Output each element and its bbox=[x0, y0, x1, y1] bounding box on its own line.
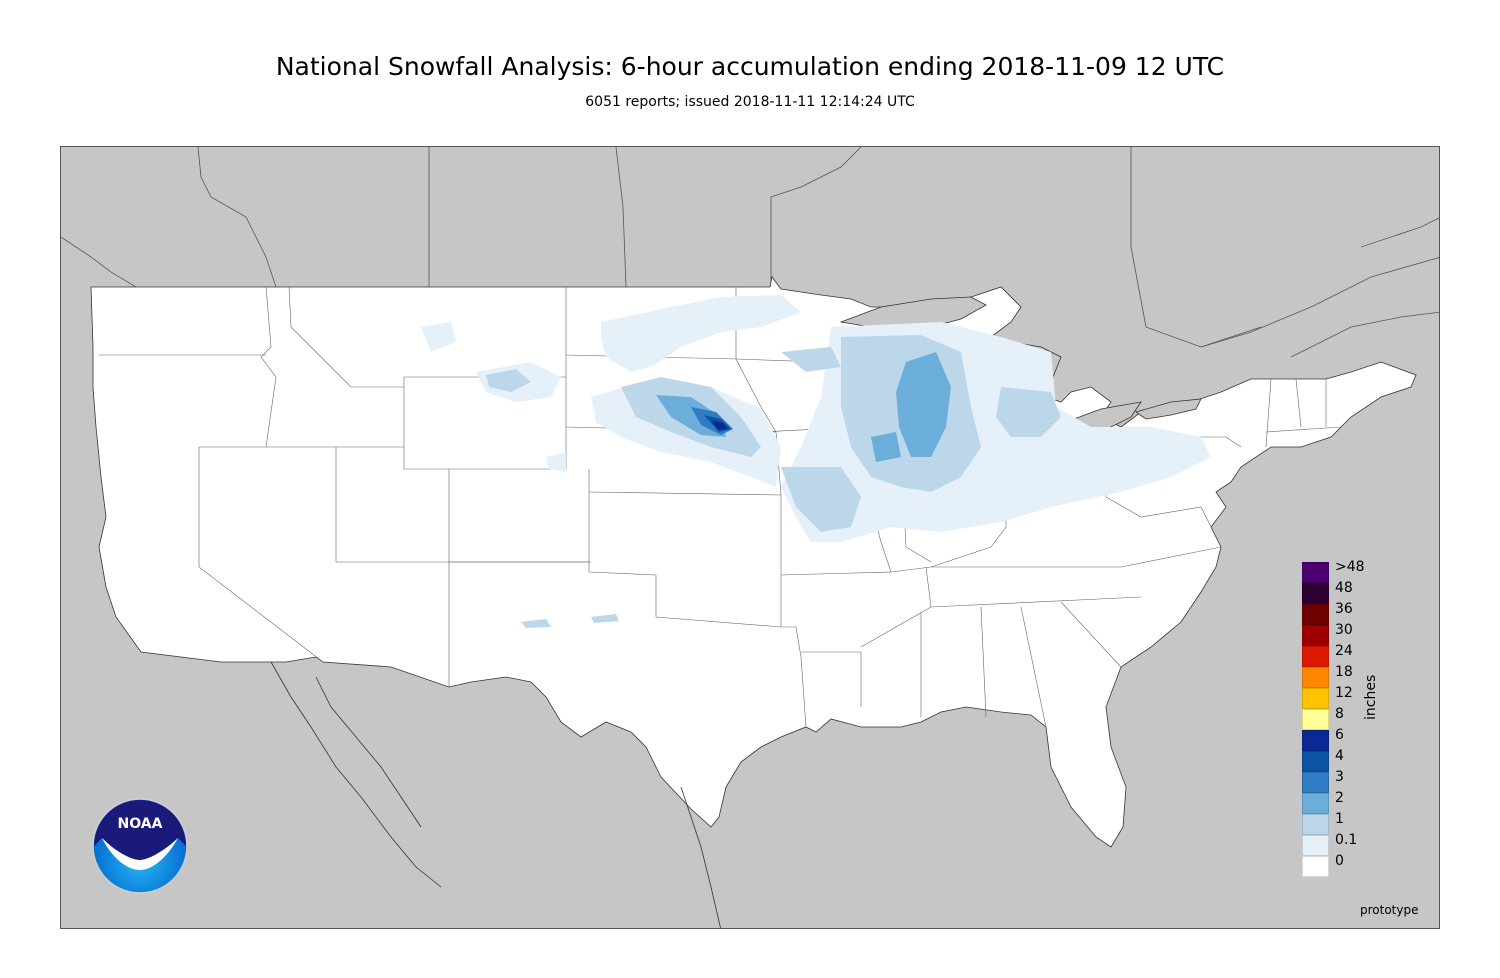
legend-tick-label: 4 bbox=[1335, 748, 1344, 764]
legend-swatch bbox=[1302, 646, 1329, 667]
legend-tick-label: 1 bbox=[1335, 811, 1344, 827]
legend-swatch bbox=[1302, 625, 1329, 646]
legend-swatch bbox=[1302, 604, 1329, 625]
legend-tick-label: 8 bbox=[1335, 706, 1344, 722]
snowfall-contours bbox=[421, 295, 1211, 628]
snowfall-map[interactable] bbox=[60, 146, 1440, 929]
legend-tick-label: 0 bbox=[1335, 853, 1344, 869]
legend-tick-label: 12 bbox=[1335, 685, 1353, 701]
legend-swatch bbox=[1302, 814, 1329, 835]
prototype-label: prototype bbox=[1360, 903, 1419, 917]
legend-swatch bbox=[1302, 793, 1329, 814]
legend-tick-label: 24 bbox=[1335, 643, 1353, 659]
legend-swatch bbox=[1302, 751, 1329, 772]
legend-tick-label: 2 bbox=[1335, 790, 1344, 806]
legend-tick-label: 6 bbox=[1335, 727, 1344, 743]
coastline bbox=[61, 217, 1439, 288]
noaa-logo: NOAA bbox=[92, 798, 188, 894]
noaa-logo-text: NOAA bbox=[118, 816, 163, 832]
canada-boundaries bbox=[197, 147, 1439, 358]
legend-tick-label: 30 bbox=[1335, 622, 1353, 638]
map-canvas bbox=[61, 147, 1439, 928]
map-subtitle: 6051 reports; issued 2018-11-11 12:14:24… bbox=[585, 94, 915, 110]
legend-tick-label: 48 bbox=[1335, 580, 1353, 596]
legend-tick-label: 36 bbox=[1335, 601, 1353, 617]
legend-swatch bbox=[1302, 688, 1329, 709]
legend-swatch bbox=[1302, 583, 1329, 604]
map-title: National Snowfall Analysis: 6-hour accum… bbox=[275, 52, 1225, 81]
legend-swatch bbox=[1302, 856, 1329, 877]
legend-units-label: inches bbox=[1363, 674, 1379, 720]
legend-tick-label: 18 bbox=[1335, 664, 1353, 680]
legend-swatch bbox=[1302, 772, 1329, 793]
legend-swatch bbox=[1302, 562, 1329, 583]
legend-swatch bbox=[1302, 835, 1329, 856]
legend-tick-label: 3 bbox=[1335, 769, 1344, 785]
state-boundaries bbox=[99, 286, 1342, 728]
legend-swatch bbox=[1302, 709, 1329, 730]
mexico-outline bbox=[270, 661, 721, 928]
legend-tick-label: 0.1 bbox=[1335, 832, 1358, 848]
legend-swatch bbox=[1302, 730, 1329, 751]
legend-swatch bbox=[1302, 667, 1329, 688]
legend-tick-label: >48 bbox=[1335, 559, 1365, 575]
